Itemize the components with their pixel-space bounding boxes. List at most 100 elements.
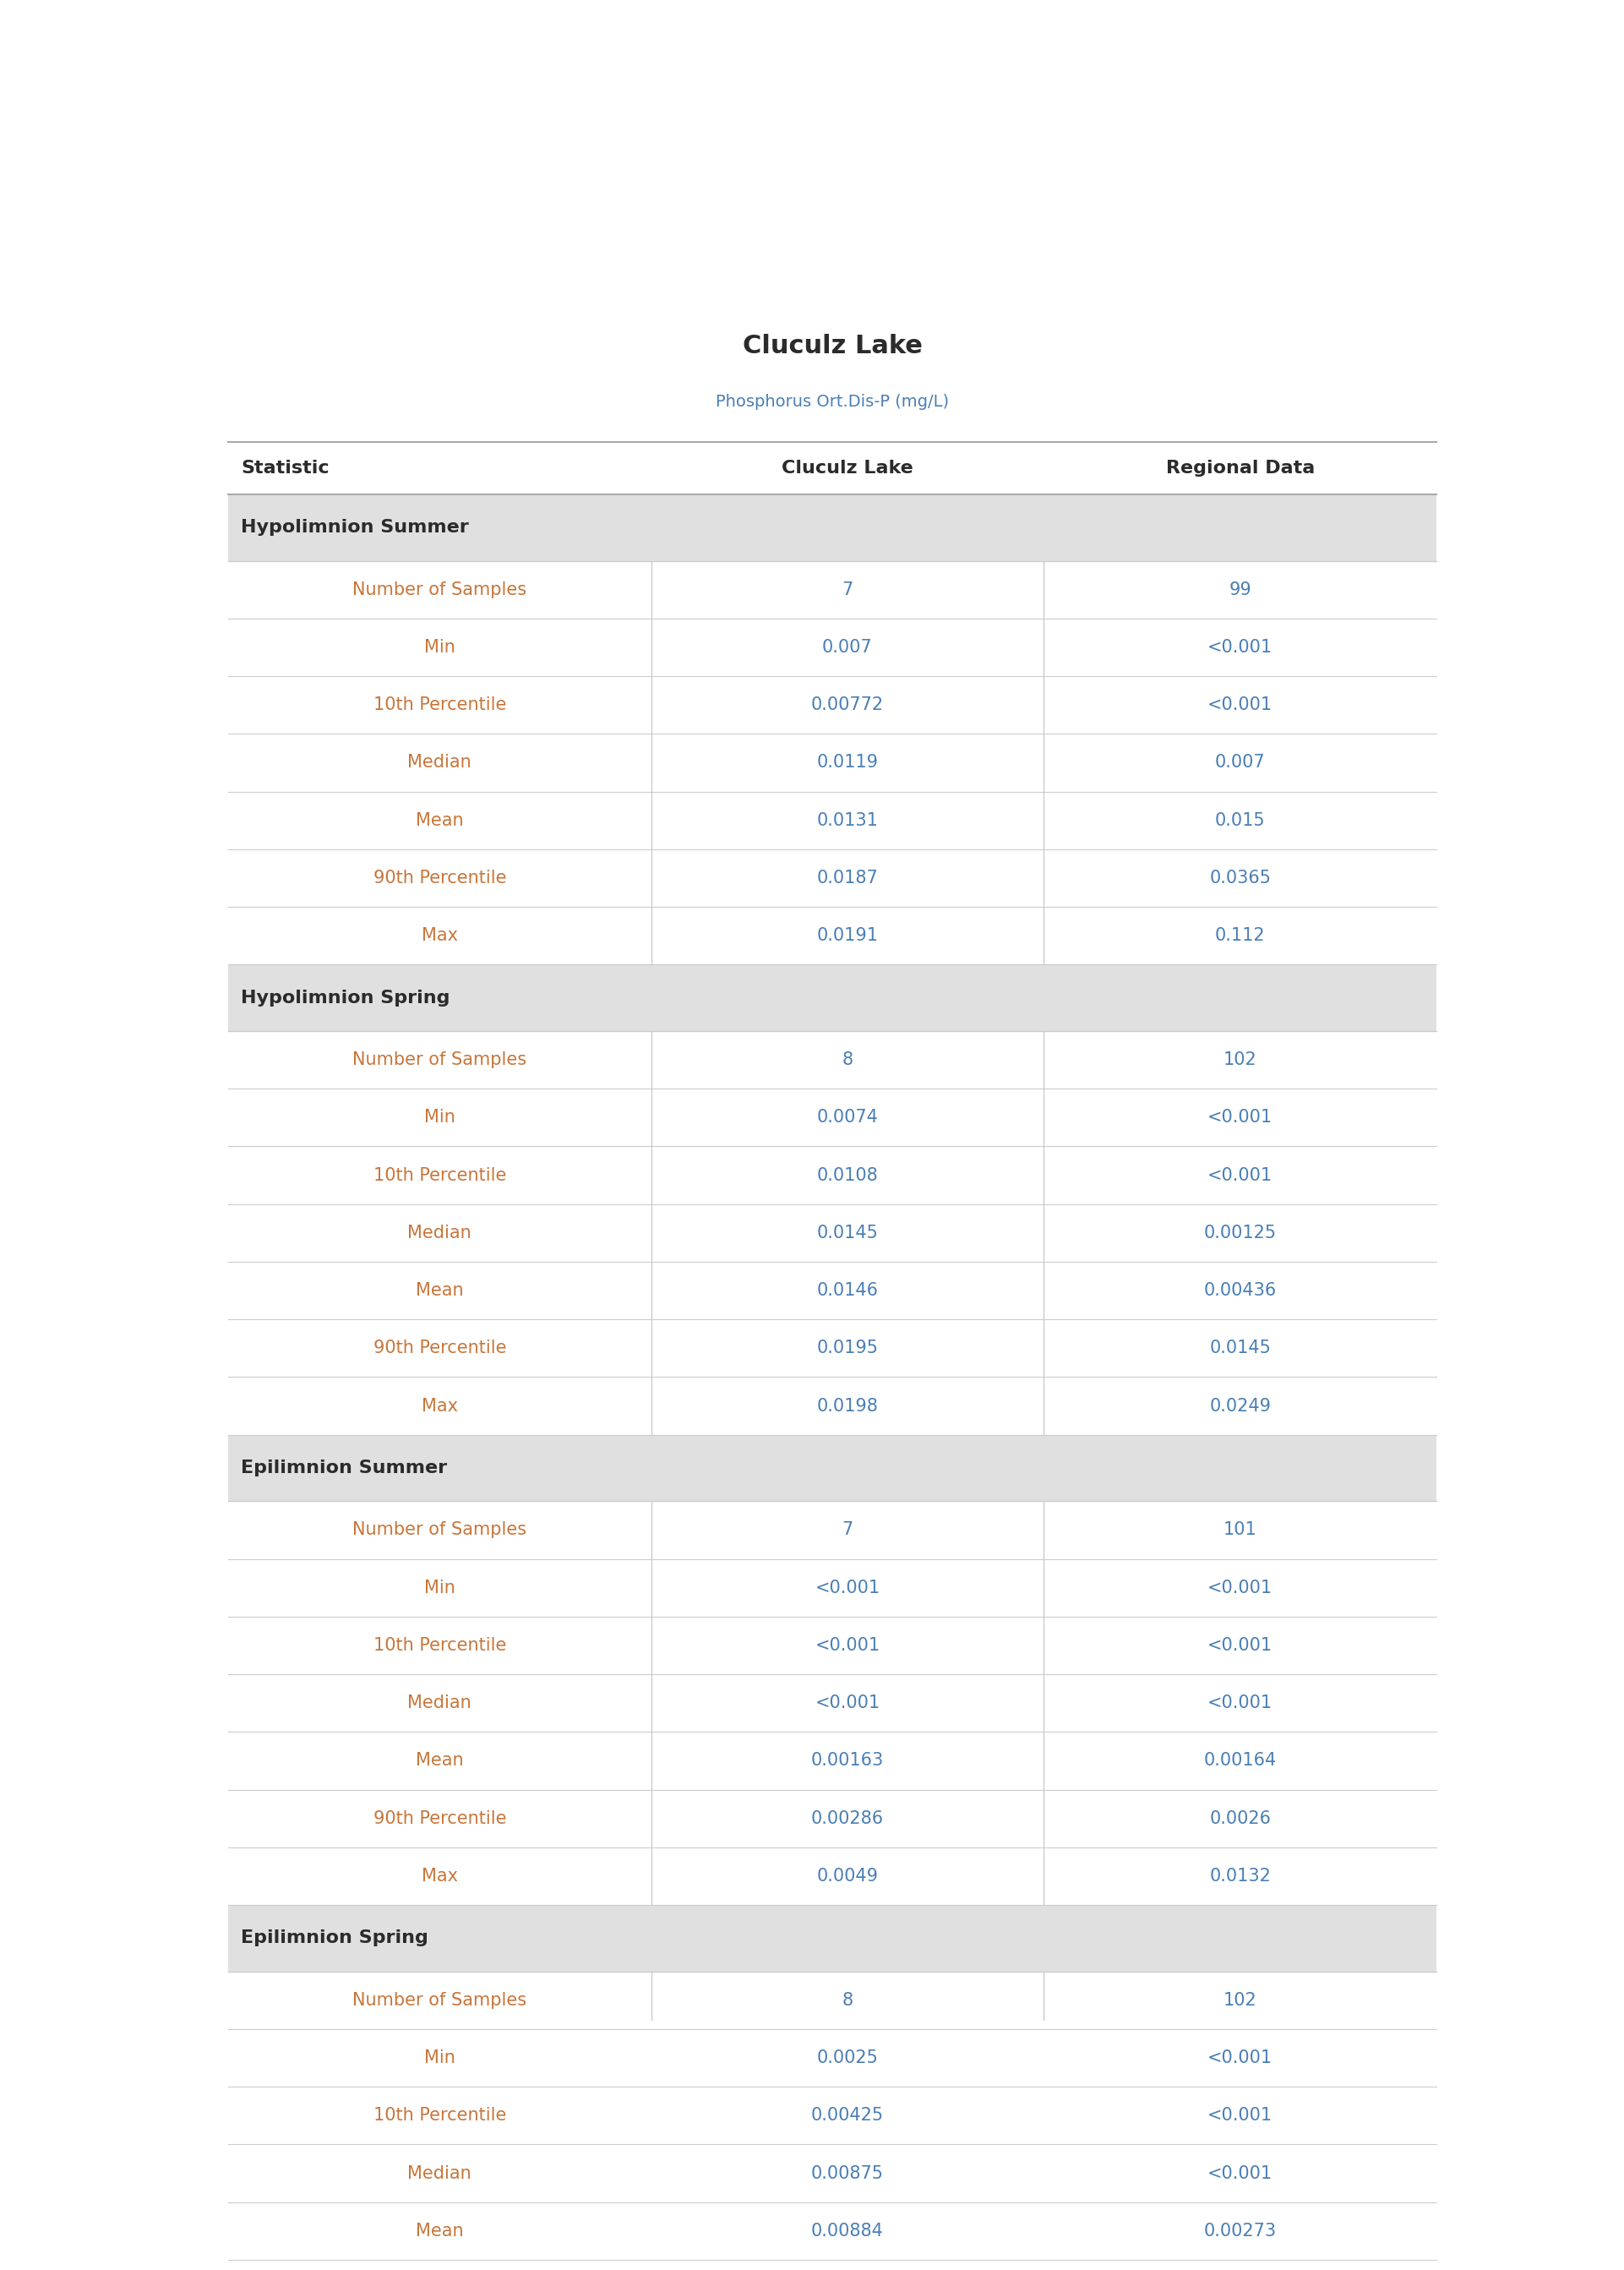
Text: <0.001: <0.001 <box>1208 1110 1273 1126</box>
Text: <0.001: <0.001 <box>815 1637 880 1655</box>
Text: 0.00273: 0.00273 <box>1203 2222 1276 2240</box>
Bar <box>227 1090 1436 1146</box>
Text: Number of Samples: Number of Samples <box>352 1521 526 1539</box>
Bar <box>227 1435 1436 1500</box>
Text: Median: Median <box>408 754 471 772</box>
Text: 0.00875: 0.00875 <box>810 2166 883 2181</box>
Text: 0.0145: 0.0145 <box>817 1224 879 1242</box>
Text: 0.0195: 0.0195 <box>817 1339 879 1357</box>
Bar <box>227 1203 1436 1262</box>
Text: Max: Max <box>422 1398 458 1414</box>
Text: Statistic: Statistic <box>240 461 330 477</box>
Text: <0.001: <0.001 <box>1208 1637 1273 1655</box>
Text: 0.00125: 0.00125 <box>1203 1224 1276 1242</box>
Text: Min: Min <box>424 1580 455 1596</box>
Text: <0.001: <0.001 <box>1208 1580 1273 1596</box>
Text: 0.0119: 0.0119 <box>817 754 879 772</box>
Text: 99: 99 <box>1229 581 1252 597</box>
Text: 0.0074: 0.0074 <box>817 1110 879 1126</box>
Text: 0.0191: 0.0191 <box>817 926 879 944</box>
Text: <0.001: <0.001 <box>1208 2050 1273 2066</box>
Text: 7: 7 <box>841 581 853 597</box>
Bar <box>227 1905 1436 1970</box>
Text: <0.001: <0.001 <box>1208 638 1273 656</box>
Text: 0.00436: 0.00436 <box>1203 1283 1276 1298</box>
Text: 0.0187: 0.0187 <box>817 869 879 888</box>
Bar <box>227 792 1436 849</box>
Text: 8: 8 <box>841 1991 853 2009</box>
Text: Max: Max <box>422 1868 458 1884</box>
Text: Epilimnion Spring: Epilimnion Spring <box>240 1930 429 1948</box>
Text: Number of Samples: Number of Samples <box>352 1051 526 1069</box>
Text: Hypolimnion Summer: Hypolimnion Summer <box>240 520 469 536</box>
Text: 0.00425: 0.00425 <box>810 2107 883 2125</box>
Text: 0.00164: 0.00164 <box>1203 1752 1276 1768</box>
Text: Mean: Mean <box>416 2222 463 2240</box>
Text: Number of Samples: Number of Samples <box>352 1991 526 2009</box>
Text: 0.0365: 0.0365 <box>1210 869 1272 888</box>
Bar <box>227 1675 1436 1732</box>
Text: 10th Percentile: 10th Percentile <box>374 2107 507 2125</box>
Text: 8: 8 <box>841 1051 853 1069</box>
Text: 0.00884: 0.00884 <box>810 2222 883 2240</box>
Text: <0.001: <0.001 <box>815 1580 880 1596</box>
Text: 0.0025: 0.0025 <box>817 2050 879 2066</box>
Text: 0.0146: 0.0146 <box>817 1283 879 1298</box>
Bar <box>227 2029 1436 2086</box>
Bar <box>227 1262 1436 1319</box>
Bar <box>227 676 1436 733</box>
Bar <box>227 1319 1436 1378</box>
Bar <box>227 1378 1436 1435</box>
Text: 0.007: 0.007 <box>1215 754 1265 772</box>
Text: Median: Median <box>408 1224 471 1242</box>
Text: 0.0108: 0.0108 <box>817 1167 879 1183</box>
Bar <box>227 1031 1436 1090</box>
Bar <box>227 849 1436 908</box>
Text: <0.001: <0.001 <box>1208 2107 1273 2125</box>
Bar <box>227 1559 1436 1616</box>
Bar <box>227 1848 1436 1905</box>
Text: Mean: Mean <box>416 1283 463 1298</box>
Text: Regional Data: Regional Data <box>1166 461 1314 477</box>
Bar <box>227 965 1436 1031</box>
Bar <box>227 495 1436 561</box>
Text: 0.0249: 0.0249 <box>1210 1398 1272 1414</box>
Text: 0.00286: 0.00286 <box>810 1809 883 1827</box>
Bar <box>227 2145 1436 2202</box>
Bar <box>227 561 1436 617</box>
Bar <box>227 617 1436 676</box>
Text: 90th Percentile: 90th Percentile <box>374 1339 507 1357</box>
Text: Mean: Mean <box>416 813 463 829</box>
Text: 10th Percentile: 10th Percentile <box>374 1167 507 1183</box>
Text: <0.001: <0.001 <box>1208 2166 1273 2181</box>
Text: 10th Percentile: 10th Percentile <box>374 1637 507 1655</box>
Text: 0.00163: 0.00163 <box>810 1752 883 1768</box>
Text: 0.0049: 0.0049 <box>817 1868 879 1884</box>
Text: Median: Median <box>408 2166 471 2181</box>
Text: Median: Median <box>408 1696 471 1712</box>
Bar <box>227 2086 1436 2145</box>
Text: 0.007: 0.007 <box>822 638 872 656</box>
Text: 90th Percentile: 90th Percentile <box>374 1809 507 1827</box>
Text: 0.0026: 0.0026 <box>1210 1809 1272 1827</box>
Text: Hypolimnion Spring: Hypolimnion Spring <box>240 990 450 1006</box>
Text: <0.001: <0.001 <box>815 1696 880 1712</box>
Text: 102: 102 <box>1223 1991 1257 2009</box>
Text: Min: Min <box>424 2050 455 2066</box>
Text: Number of Samples: Number of Samples <box>352 581 526 597</box>
Bar <box>227 1500 1436 1559</box>
Text: 0.0132: 0.0132 <box>1210 1868 1272 1884</box>
Bar <box>227 1146 1436 1203</box>
Text: Min: Min <box>424 1110 455 1126</box>
Bar <box>227 1970 1436 2029</box>
Text: Mean: Mean <box>416 1752 463 1768</box>
Text: Epilimnion Summer: Epilimnion Summer <box>240 1460 447 1476</box>
Text: 101: 101 <box>1223 1521 1257 1539</box>
Text: 0.112: 0.112 <box>1215 926 1265 944</box>
Text: Cluculz Lake: Cluculz Lake <box>781 461 913 477</box>
Bar <box>227 733 1436 792</box>
Bar <box>227 1732 1436 1789</box>
Bar <box>227 2259 1436 2270</box>
Text: Cluculz Lake: Cluculz Lake <box>742 334 922 359</box>
Text: <0.001: <0.001 <box>1208 1696 1273 1712</box>
